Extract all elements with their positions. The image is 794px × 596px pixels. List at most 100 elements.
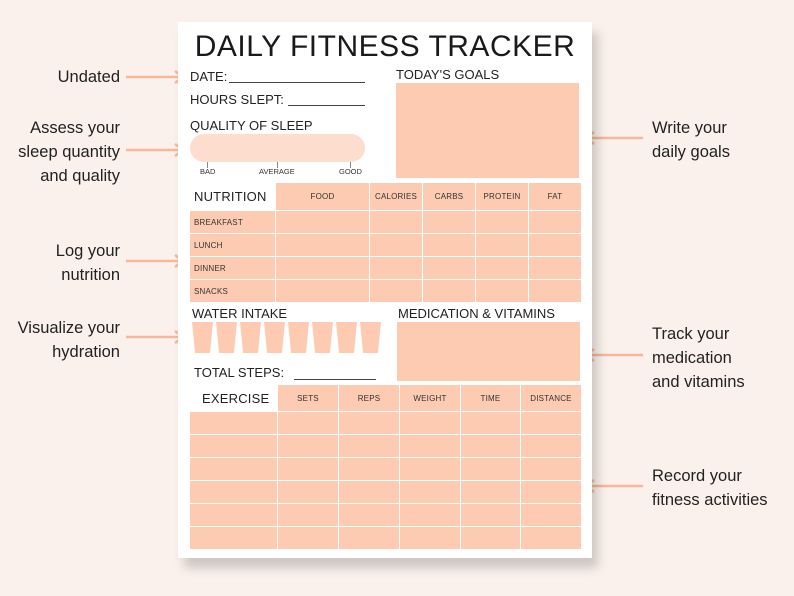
date-line[interactable] bbox=[229, 82, 365, 83]
table-row: LUNCH bbox=[189, 233, 582, 257]
table-cell[interactable] bbox=[277, 411, 339, 435]
table-cell[interactable] bbox=[475, 256, 529, 280]
table-cell[interactable] bbox=[275, 210, 370, 234]
table-cell[interactable] bbox=[475, 279, 529, 303]
callout-nutrition: Log your nutrition bbox=[55, 242, 120, 284]
water-cup-icon[interactable] bbox=[288, 322, 309, 353]
nutrition-col-calories: CALORIES bbox=[369, 182, 423, 211]
table-cell[interactable] bbox=[369, 256, 423, 280]
water-cup-icon[interactable] bbox=[216, 322, 237, 353]
exercise-col-weight: WEIGHT bbox=[399, 384, 461, 412]
callout-undated: Undated bbox=[57, 68, 120, 86]
sleep-tick bbox=[350, 162, 351, 168]
nutrition-table: NUTRITION FOOD CALORIES CARBS PROTEIN FA… bbox=[189, 182, 582, 303]
table-cell[interactable] bbox=[189, 434, 278, 458]
table-cell[interactable] bbox=[422, 279, 476, 303]
table-cell[interactable] bbox=[369, 210, 423, 234]
todays-goals-box[interactable] bbox=[396, 83, 579, 178]
medication-box[interactable] bbox=[397, 322, 580, 381]
table-cell[interactable] bbox=[338, 526, 400, 550]
table-cell[interactable] bbox=[277, 503, 339, 527]
table-row bbox=[189, 503, 582, 527]
table-cell[interactable] bbox=[189, 457, 278, 481]
table-cell[interactable] bbox=[528, 210, 582, 234]
table-cell[interactable] bbox=[189, 480, 278, 504]
table-cell[interactable] bbox=[475, 233, 529, 257]
callout-exercise: Record your fitness activities bbox=[652, 467, 768, 509]
table-cell[interactable] bbox=[399, 411, 461, 435]
table-cell[interactable] bbox=[399, 526, 461, 550]
table-cell[interactable] bbox=[338, 457, 400, 481]
table-row: DINNER bbox=[189, 256, 582, 280]
table-cell[interactable] bbox=[338, 434, 400, 458]
table-cell[interactable] bbox=[422, 256, 476, 280]
table-cell[interactable] bbox=[189, 411, 278, 435]
table-cell[interactable] bbox=[422, 233, 476, 257]
nutrition-row-dinner: DINNER bbox=[189, 256, 276, 280]
table-row bbox=[189, 480, 582, 504]
table-cell[interactable] bbox=[460, 480, 521, 504]
table-cell[interactable] bbox=[422, 210, 476, 234]
table-cell[interactable] bbox=[460, 457, 521, 481]
table-cell[interactable] bbox=[275, 279, 370, 303]
nutrition-row-snacks: SNACKS bbox=[189, 279, 276, 303]
table-cell[interactable] bbox=[369, 233, 423, 257]
table-cell[interactable] bbox=[520, 411, 582, 435]
table-cell[interactable] bbox=[460, 503, 521, 527]
water-cup-icon[interactable] bbox=[240, 322, 261, 353]
table-cell[interactable] bbox=[189, 526, 278, 550]
table-cell[interactable] bbox=[399, 457, 461, 481]
sleep-tick bbox=[277, 162, 278, 168]
table-cell[interactable] bbox=[277, 434, 339, 458]
exercise-col-reps: REPS bbox=[338, 384, 400, 412]
callout-sleep: Assess your sleep quantity and quality bbox=[18, 119, 120, 185]
sleep-quality-slider[interactable] bbox=[190, 134, 365, 162]
exercise-col-sets: SETS bbox=[277, 384, 339, 412]
table-cell[interactable] bbox=[399, 503, 461, 527]
table-cell[interactable] bbox=[460, 526, 521, 550]
table-cell[interactable] bbox=[520, 503, 582, 527]
water-cup-icon[interactable] bbox=[312, 322, 333, 353]
water-cup-icon[interactable] bbox=[264, 322, 285, 353]
table-cell[interactable] bbox=[460, 434, 521, 458]
table-cell[interactable] bbox=[475, 210, 529, 234]
quality-of-sleep-label: QUALITY OF SLEEP bbox=[190, 118, 313, 133]
water-cup-icon[interactable] bbox=[192, 322, 213, 353]
table-row bbox=[189, 411, 582, 435]
nutrition-col-protein: PROTEIN bbox=[475, 182, 529, 211]
table-cell[interactable] bbox=[338, 503, 400, 527]
callout-medication: Track your medication and vitamins bbox=[652, 325, 745, 391]
table-cell[interactable] bbox=[520, 526, 582, 550]
table-cell[interactable] bbox=[338, 411, 400, 435]
water-cup-icon[interactable] bbox=[360, 322, 381, 353]
table-cell[interactable] bbox=[520, 434, 582, 458]
water-cup-icon[interactable] bbox=[336, 322, 357, 353]
table-cell[interactable] bbox=[369, 279, 423, 303]
table-row bbox=[189, 526, 582, 550]
total-steps-label: TOTAL STEPS: bbox=[194, 365, 285, 380]
table-cell[interactable] bbox=[338, 480, 400, 504]
table-cell[interactable] bbox=[528, 256, 582, 280]
water-intake-label: WATER INTAKE bbox=[192, 306, 288, 321]
nutrition-row-breakfast: BREAKFAST bbox=[189, 210, 276, 234]
sleep-scale-average: AVERAGE bbox=[259, 167, 295, 176]
exercise-label: EXERCISE bbox=[189, 384, 278, 412]
table-cell[interactable] bbox=[528, 279, 582, 303]
nutrition-row-lunch: LUNCH bbox=[189, 233, 276, 257]
table-cell[interactable] bbox=[275, 233, 370, 257]
table-cell[interactable] bbox=[277, 457, 339, 481]
hours-slept-line[interactable] bbox=[288, 105, 365, 106]
table-cell[interactable] bbox=[275, 256, 370, 280]
table-row: BREAKFAST bbox=[189, 210, 582, 234]
table-cell[interactable] bbox=[189, 503, 278, 527]
table-cell[interactable] bbox=[399, 434, 461, 458]
table-cell[interactable] bbox=[520, 480, 582, 504]
table-cell[interactable] bbox=[399, 480, 461, 504]
table-cell[interactable] bbox=[277, 526, 339, 550]
callout-hydration: Visualize your hydration bbox=[17, 319, 120, 361]
total-steps-line[interactable] bbox=[294, 379, 376, 380]
table-cell[interactable] bbox=[460, 411, 521, 435]
table-cell[interactable] bbox=[528, 233, 582, 257]
table-cell[interactable] bbox=[520, 457, 582, 481]
table-cell[interactable] bbox=[277, 480, 339, 504]
